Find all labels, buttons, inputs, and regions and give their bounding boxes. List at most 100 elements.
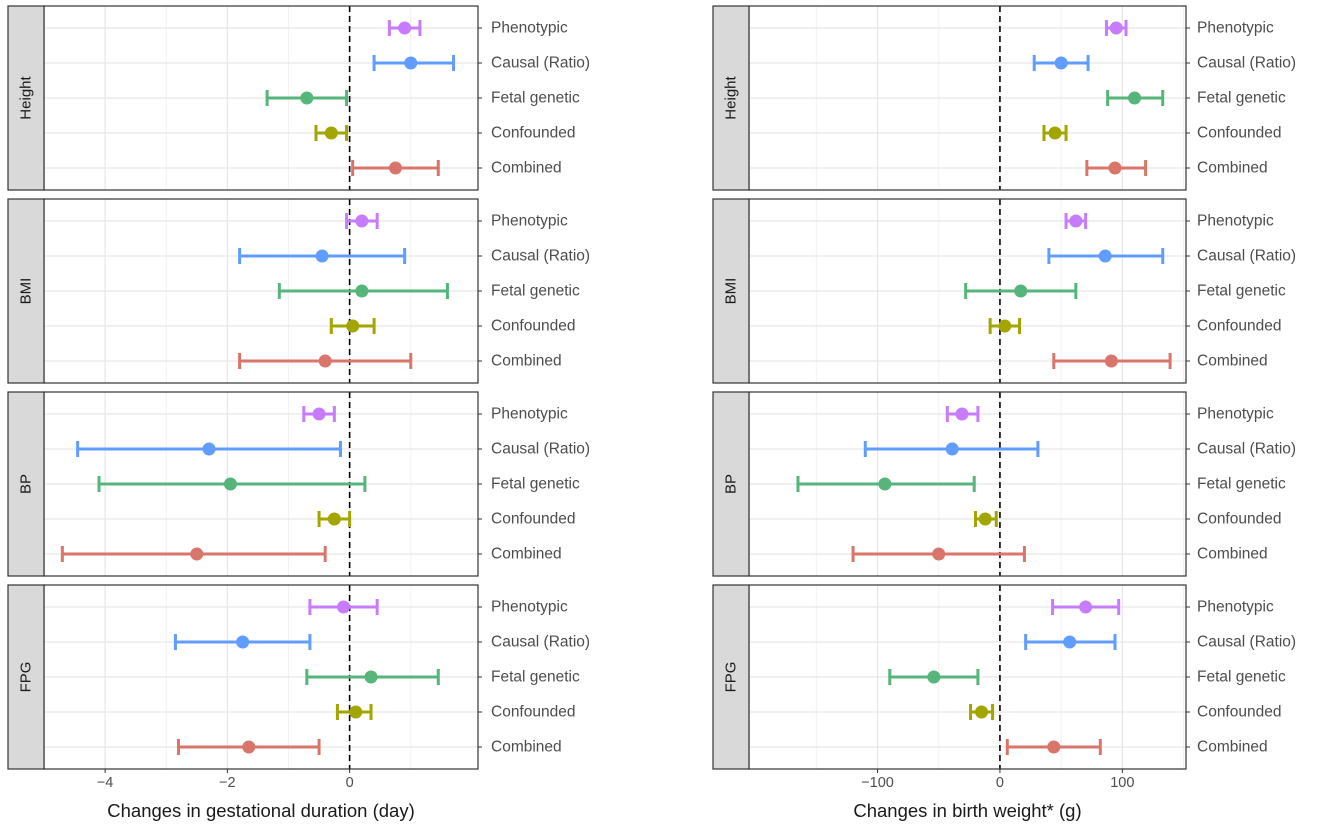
y-tick-label: Phenotypic (1197, 599, 1274, 616)
point-estimate (1128, 91, 1142, 105)
y-tick-label: Phenotypic (1197, 406, 1274, 423)
estimate-fetal-genetic (1106, 90, 1165, 106)
point-estimate (300, 91, 314, 105)
estimate-causal-ratio (863, 441, 1040, 457)
x-axis-title: Changes in gestational duration (day) (107, 800, 415, 821)
estimate-combined (1005, 739, 1102, 755)
point-estimate (955, 407, 969, 421)
estimate-causal-ratio (1047, 248, 1165, 264)
y-tick-label: Confounded (491, 125, 575, 142)
estimate-combined (60, 546, 327, 562)
panel-fpg: FPG Phenotypic Causal (Ratio) Fetal genetic… (7, 584, 590, 770)
y-tick-label: Confounded (1197, 318, 1281, 335)
estimate-causal-ratio (76, 441, 342, 457)
y-tick-label: Causal (Ratio) (1197, 55, 1296, 72)
y-tick-label: Phenotypic (1197, 20, 1274, 37)
point-estimate (1014, 284, 1028, 298)
estimate-combined (851, 546, 1026, 562)
point-estimate (998, 319, 1012, 333)
estimate-phenotypic (1104, 20, 1128, 36)
estimate-combined (238, 353, 413, 369)
point-estimate (355, 284, 369, 298)
point-estimate (1069, 214, 1083, 228)
x-axis-title: Changes in birth weight* (g) (853, 800, 1081, 821)
point-estimate (1104, 354, 1118, 368)
facet-label: BP (18, 474, 35, 494)
panel-height: Height Phenotypic Causal (Ratio) Fetal gene… (7, 5, 590, 191)
panel-height: Height Phenotypic Causal (Ratio) Fetal gene… (712, 5, 1296, 191)
estimate-confounded (335, 704, 373, 720)
estimate-causal-ratio (1024, 634, 1117, 650)
y-tick-label: Confounded (491, 704, 575, 721)
estimate-combined (1085, 160, 1148, 176)
facet-label: FPG (18, 662, 35, 693)
facet-label: BP (723, 474, 740, 494)
point-estimate (1063, 635, 1077, 649)
estimate-causal-ratio (238, 248, 407, 264)
y-tick-label: Phenotypic (491, 20, 568, 37)
point-estimate (1098, 249, 1112, 263)
estimate-confounded (973, 511, 998, 527)
y-tick-label: Fetal genetic (1197, 90, 1286, 107)
y-tick-label: Fetal genetic (1197, 669, 1286, 686)
y-tick-label: Fetal genetic (491, 476, 580, 493)
point-estimate (978, 512, 992, 526)
point-estimate (1048, 126, 1062, 140)
y-tick-label: Combined (1197, 160, 1268, 177)
facet-strip (712, 198, 750, 384)
facet-strip (7, 391, 45, 577)
panel-bp: BP Phenotypic Causal (Ratio) Fetal genetic C… (712, 391, 1296, 577)
x-tick-label: 0 (996, 775, 1004, 791)
estimate-fetal-genetic (964, 283, 1078, 299)
estimate-confounded (969, 704, 995, 720)
estimate-causal-ratio (1032, 55, 1090, 71)
point-estimate (404, 56, 418, 70)
chart-1: Height Phenotypic Causal (Ratio) Fetal gene… (7, 5, 590, 821)
panel-bp: BP Phenotypic Causal (Ratio) Fetal genetic C… (7, 391, 590, 577)
point-estimate (1047, 740, 1061, 754)
point-estimate (975, 705, 989, 719)
estimate-combined (351, 160, 440, 176)
point-estimate (190, 547, 204, 561)
y-tick-label: Causal (Ratio) (1197, 248, 1296, 265)
y-tick-label: Combined (491, 353, 562, 370)
estimate-phenotypic (1064, 213, 1088, 229)
y-tick-label: Combined (491, 739, 562, 756)
facet-label: Height (723, 75, 740, 119)
y-tick-label: Causal (Ratio) (491, 441, 590, 458)
x-tick-label: −100 (861, 775, 894, 791)
y-tick-label: Phenotypic (1197, 213, 1274, 230)
y-tick-label: Combined (491, 546, 562, 563)
panel-bmi: BMI Phenotypic Causal (Ratio) Fetal genetic… (712, 198, 1296, 384)
estimate-fetal-genetic (888, 669, 980, 685)
point-estimate (388, 161, 402, 175)
y-tick-label: Combined (1197, 546, 1268, 563)
point-estimate (202, 442, 216, 456)
estimate-phenotypic (1051, 599, 1121, 615)
estimate-phenotypic (302, 406, 336, 422)
facet-strip (7, 198, 45, 384)
point-estimate (1109, 21, 1123, 35)
estimate-confounded (1042, 125, 1068, 141)
point-estimate (315, 249, 329, 263)
y-tick-label: Phenotypic (491, 599, 568, 616)
point-estimate (223, 477, 237, 491)
point-estimate (346, 319, 360, 333)
estimate-causal-ratio (173, 634, 312, 650)
point-estimate (324, 126, 338, 140)
facet-label: BMI (18, 278, 35, 305)
estimate-phenotypic (345, 213, 379, 229)
facet-strip (7, 584, 45, 770)
point-estimate (355, 214, 369, 228)
y-tick-label: Fetal genetic (491, 283, 580, 300)
y-tick-label: Confounded (1197, 125, 1281, 142)
y-tick-label: Phenotypic (491, 406, 568, 423)
point-estimate (1054, 56, 1068, 70)
estimate-causal-ratio (372, 55, 456, 71)
point-estimate (236, 635, 250, 649)
facet-strip (712, 5, 750, 191)
y-tick-label: Confounded (491, 511, 575, 528)
y-tick-label: Combined (491, 160, 562, 177)
point-estimate (312, 407, 326, 421)
